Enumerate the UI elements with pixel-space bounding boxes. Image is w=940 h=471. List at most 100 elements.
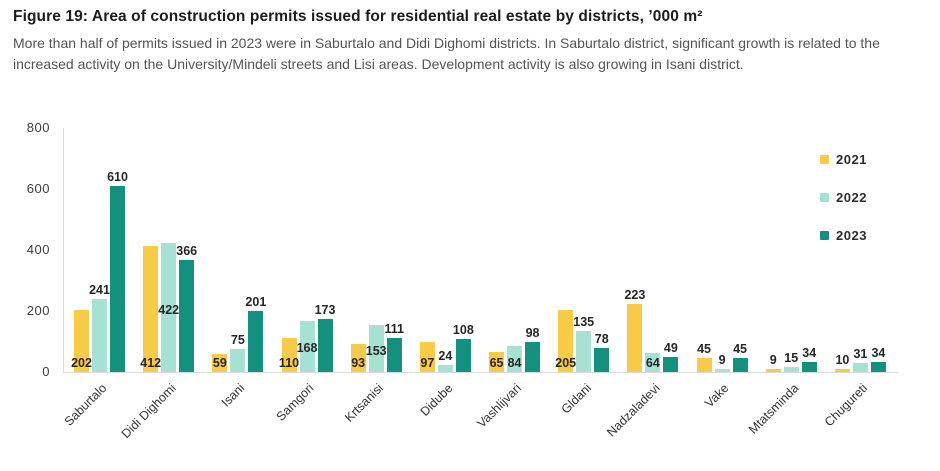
bar-2022: 15 <box>783 351 799 372</box>
district-cluster: 110 168 173 Samgori <box>274 303 335 424</box>
district-cluster: 412 422 366 Didi Dighomi <box>119 243 197 441</box>
legend-item-2021: 2021 <box>820 152 867 167</box>
legend: 2021 2022 2023 <box>820 152 867 243</box>
bar-2022: 31 <box>852 347 868 372</box>
bar-2023: 49 <box>663 341 679 372</box>
bar-2021: 93 <box>350 343 366 372</box>
value-label: 24 <box>438 348 453 363</box>
bar-2023: 366 <box>176 244 197 372</box>
value-label: 64 <box>645 356 660 370</box>
x-axis-label: Nadzaladevi <box>604 381 663 440</box>
district-cluster: 9 15 34 Mtatsminda <box>746 346 817 437</box>
bar-2023: 111 <box>384 322 404 372</box>
x-axis-label: Didi Dighomi <box>118 381 179 442</box>
district-cluster: 202 241 610 Saburtalo <box>62 170 128 429</box>
district-cluster: 65 84 98 Vashlijvari <box>475 326 541 431</box>
district-cluster: 45 9 45 Vake <box>696 342 748 410</box>
value-label: 31 <box>853 346 868 361</box>
bar-2022: 422 <box>158 243 180 372</box>
legend-label: 2023 <box>836 228 867 243</box>
value-label: 10 <box>835 352 850 367</box>
bar-2021: 110 <box>278 338 300 372</box>
value-label: 34 <box>871 345 886 360</box>
x-axis-label: Isani <box>219 381 248 410</box>
x-axis-label: Vake <box>702 381 732 411</box>
x-axis-label: Chugureti <box>822 381 871 430</box>
bar-2023: 34 <box>870 346 886 372</box>
bar-2021: 412 <box>140 246 162 372</box>
bar-2022: 9 <box>714 353 730 372</box>
y-tick-label: 0 <box>42 364 50 379</box>
y-tick-label: 200 <box>26 303 50 318</box>
value-label: 98 <box>525 326 540 341</box>
bar-2022: 153 <box>365 325 387 372</box>
value-label: 9 <box>718 353 726 368</box>
legend-item-2022: 2022 <box>820 190 867 205</box>
bar-2021: 9 <box>765 353 781 372</box>
district-cluster: 93 153 111 Krtsanisi <box>342 322 404 425</box>
value-label: 59 <box>212 356 227 370</box>
value-label: 153 <box>365 343 387 358</box>
value-label: 45 <box>697 342 711 357</box>
value-label: 135 <box>573 314 595 329</box>
value-label: 108 <box>452 323 474 338</box>
value-label: 223 <box>624 288 646 302</box>
bar-clusters: 202 241 610 Saburtalo 412 422 366 Didi Dighomi 5… <box>62 128 898 441</box>
x-axis-label: Gldani <box>558 381 594 417</box>
bar-2022: 24 <box>437 349 453 372</box>
bar-2021: 97 <box>419 342 435 372</box>
value-label: 422 <box>158 302 180 317</box>
bar-2023: 173 <box>315 303 335 372</box>
legend-label: 2022 <box>836 190 867 205</box>
district-cluster: 205 135 78 Gldani <box>555 309 610 416</box>
value-label: 110 <box>278 356 300 370</box>
legend-item-2023: 2023 <box>820 228 867 243</box>
value-label: 49 <box>663 341 678 356</box>
value-label: 75 <box>230 333 245 348</box>
bar-2022: 84 <box>507 346 523 372</box>
value-label: 93 <box>351 356 366 370</box>
x-axis-label: Saburtalo <box>61 381 110 429</box>
x-axis-label: Vashlijvari <box>474 381 525 431</box>
bar-2021: 202 <box>71 310 92 372</box>
value-label: 610 <box>107 170 128 184</box>
bar-2022: 168 <box>296 320 318 372</box>
bar-2021: 65 <box>489 352 505 372</box>
x-axis-label: Didube <box>417 381 456 419</box>
value-label: 84 <box>507 356 522 370</box>
bar-2021: 223 <box>624 288 645 372</box>
value-label: 168 <box>296 341 318 356</box>
legend-swatch-icon <box>820 193 829 202</box>
bar-2023: 201 <box>245 295 266 372</box>
bar-2023: 34 <box>801 346 817 372</box>
value-label: 173 <box>314 303 336 318</box>
value-label: 412 <box>140 356 162 370</box>
bar-2023: 108 <box>453 323 474 372</box>
value-label: 97 <box>420 356 435 370</box>
bar-2022: 135 <box>573 315 594 372</box>
x-axis-label: Mtatsminda <box>745 381 802 437</box>
value-label: 15 <box>784 351 799 366</box>
district-cluster: 223 64 49 Nadzaladevi <box>604 288 679 440</box>
district-cluster: 97 24 108 Didube <box>417 323 474 419</box>
district-cluster: 59 75 201 Isani <box>212 295 266 410</box>
bar-2023: 98 <box>525 326 541 372</box>
value-label: 366 <box>176 244 198 259</box>
bar-2023: 78 <box>594 332 610 372</box>
bar-chart: 0 200 400 600 800 202 241 610 Saburtalo 412 422 36… <box>0 108 940 468</box>
value-label: 111 <box>384 322 404 337</box>
bar-2022: 64 <box>645 352 661 372</box>
bar-2022: 75 <box>230 333 246 372</box>
value-label: 65 <box>489 356 504 370</box>
bar-2021: 205 <box>555 309 577 372</box>
value-label: 205 <box>555 356 577 370</box>
value-label: 201 <box>245 294 267 309</box>
bar-2023: 610 <box>107 170 128 372</box>
bar-2021: 10 <box>834 353 850 372</box>
bar-2021: 59 <box>212 354 228 372</box>
value-label: 202 <box>71 356 92 370</box>
y-tick-label: 800 <box>26 120 50 135</box>
figure-title: Figure 19: Area of construction permits … <box>13 8 703 25</box>
district-cluster: 10 31 34 Chugureti <box>822 346 886 429</box>
